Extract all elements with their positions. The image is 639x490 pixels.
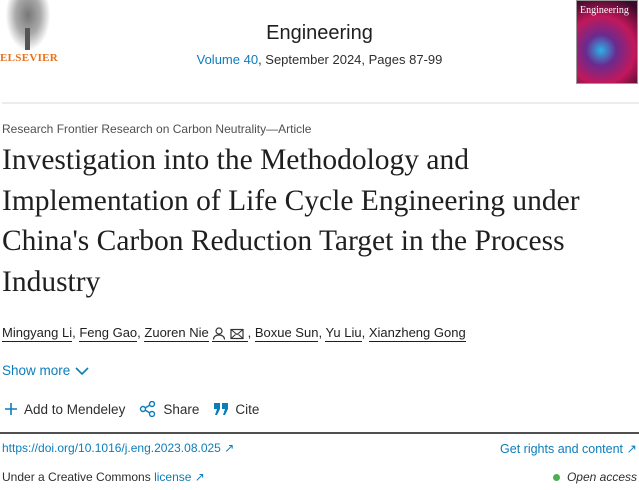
article-type: Research Frontier Research on Carbon Neu… xyxy=(2,122,312,136)
person-icon xyxy=(213,327,226,340)
add-to-mendeley-button[interactable]: Add to Mendeley xyxy=(4,402,125,417)
status-dot-icon xyxy=(552,473,560,481)
divider xyxy=(2,102,639,104)
open-access-badge: Open access xyxy=(552,470,637,484)
author-link[interactable]: Yu Liu xyxy=(325,325,362,342)
license-link[interactable]: license ↗ xyxy=(154,470,205,484)
author-link[interactable]: Mingyang Li xyxy=(2,325,73,342)
external-link-icon: ↗ xyxy=(626,442,637,456)
elsevier-wordmark: ELSEVIER xyxy=(0,52,59,64)
author-link[interactable]: Xianzheng Gong xyxy=(368,325,466,342)
author-link[interactable]: Zuoren Nie xyxy=(144,325,209,342)
volume-link[interactable]: Volume 40 xyxy=(196,52,259,67)
issue-info: Volume 40, September 2024, Pages 87-99 xyxy=(196,52,443,67)
plus-icon xyxy=(5,403,17,415)
corresponding-author-icons[interactable] xyxy=(212,325,248,342)
elsevier-logo[interactable]: ELSEVIER xyxy=(0,0,60,70)
journal-title[interactable]: Engineering xyxy=(266,22,373,44)
chevron-down-icon xyxy=(75,367,89,376)
external-link-icon: ↗ xyxy=(224,441,235,455)
divider xyxy=(0,432,639,434)
article-toolbar: Add to Mendeley Share Cite xyxy=(4,401,259,417)
doi-link[interactable]: https://doi.org/10.1016/j.eng.2023.08.02… xyxy=(2,441,235,455)
get-rights-link[interactable]: Get rights and content ↗ xyxy=(500,442,637,456)
envelope-icon xyxy=(230,328,244,339)
license-info: Under a Creative Commons license ↗ xyxy=(2,470,205,484)
quote-icon xyxy=(214,403,229,415)
share-button[interactable]: Share xyxy=(139,401,199,417)
author-list: Mingyang Li, Feng Gao, Zuoren Nie , Boxu… xyxy=(2,325,466,342)
article-title: Investigation into the Methodology and I… xyxy=(2,144,580,298)
journal-cover[interactable]: Engineering xyxy=(576,0,638,84)
author-link[interactable]: Boxue Sun xyxy=(254,325,319,342)
author-link[interactable]: Feng Gao xyxy=(79,325,138,342)
show-more-button[interactable]: Show more xyxy=(2,363,90,378)
cite-button[interactable]: Cite xyxy=(213,402,259,417)
share-icon xyxy=(140,401,156,417)
